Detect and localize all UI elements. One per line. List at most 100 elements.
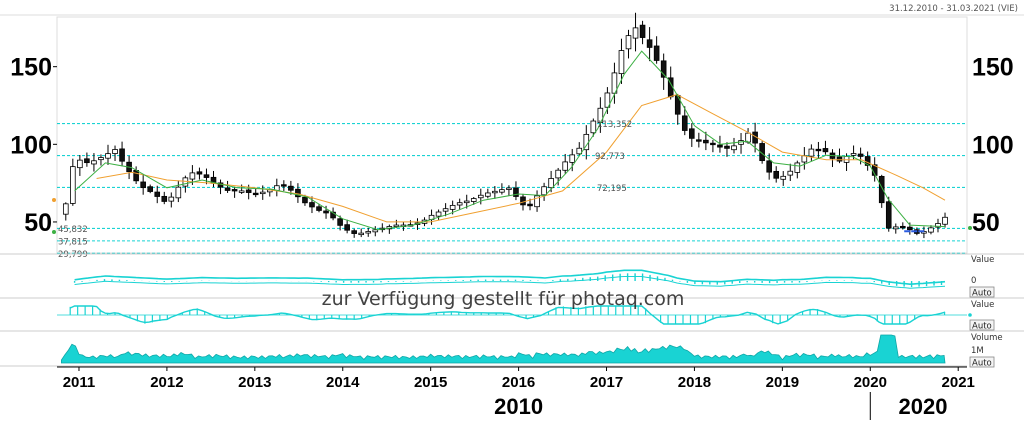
candle-body-62: [499, 189, 505, 193]
y-tick-left-50: 50: [24, 209, 52, 237]
candle-body-20: [203, 174, 210, 178]
candle-body-56: [456, 202, 463, 206]
volume-area: [61, 334, 946, 364]
candle-body-77: [604, 92, 611, 108]
candle-body-31: [281, 184, 287, 187]
candle-body-32: [288, 185, 294, 191]
candle-body-5: [98, 157, 104, 161]
osc-line: [69, 305, 946, 325]
candle-body-89: [689, 128, 695, 139]
candle-body-85: [660, 60, 667, 78]
candle-body-38: [330, 211, 336, 219]
candle-body-70: [555, 169, 561, 179]
candle-body-60: [485, 192, 491, 197]
candle-body-68: [541, 186, 547, 196]
candle-body-17: [182, 177, 189, 187]
candle-body-84: [653, 45, 660, 61]
volume-auto-label: Auto: [972, 359, 992, 369]
candle-body-35: [309, 202, 315, 208]
candle-body-66: [527, 203, 533, 207]
x-tick-2019: 2019: [766, 374, 799, 391]
candle-body-83: [646, 39, 653, 48]
candle-body-104: [794, 162, 801, 173]
candle-body-101: [773, 170, 780, 179]
y-axis-left: 50 100 150: [10, 54, 57, 237]
level-lines: [57, 123, 967, 254]
x-tick-2014: 2014: [326, 374, 360, 391]
candle-body-120: [907, 226, 913, 231]
candle-body-112: [850, 153, 857, 156]
x-axis: 2011 2012 2013 2014 2015 2016 2017 2018 2019 2020…: [57, 366, 975, 391]
candle-body-7: [112, 149, 118, 154]
macd-value-label: Value: [971, 255, 994, 265]
candle-body-24: [231, 189, 238, 192]
sma-short-line: [74, 50, 946, 231]
candle-body-124: [935, 223, 941, 228]
candle-body-123: [928, 227, 934, 233]
macd-signal-line: [74, 276, 946, 289]
candle-body-71: [562, 161, 568, 171]
level-label-1: 92,773: [595, 152, 625, 162]
candle-body-26: [245, 189, 252, 193]
candle-body-72: [569, 154, 576, 163]
price-panel: [56, 16, 968, 254]
candle-body-119: [900, 225, 906, 229]
candle-body-27: [252, 192, 259, 196]
y-tick-left-150: 150: [10, 54, 52, 82]
candle-body-36: [316, 206, 322, 211]
candle-body-88: [681, 115, 688, 131]
macd-auto-label: Auto: [972, 289, 992, 299]
candle-body-10: [133, 170, 139, 182]
macd-auto-button[interactable]: Auto: [969, 286, 995, 299]
candle-body-6: [105, 153, 111, 159]
candle-body-108: [822, 148, 829, 153]
volume-panel: [61, 334, 946, 364]
y-tick-right-100: 100: [972, 131, 1014, 159]
candle-body-4: [91, 160, 97, 165]
candle-body-39: [337, 218, 343, 226]
candle-body-37: [323, 210, 329, 214]
candle-body-59: [477, 194, 484, 199]
candle-body-41: [351, 230, 357, 234]
candle-body-110: [836, 156, 843, 162]
candle-body-69: [548, 178, 554, 189]
level-labels: 113,352 92,773 72,195 45,832 37,815 29,799: [58, 120, 632, 260]
candle-body-64: [513, 187, 519, 197]
date-range: 31.12.2010 - 31.03.2021 (VIE): [889, 4, 1018, 14]
candle-body-97: [745, 132, 751, 143]
y-tick-right-50: 50: [972, 209, 1000, 237]
osc-auto-button[interactable]: Auto: [969, 319, 995, 332]
oscillator-panel: [57, 305, 967, 325]
candle-body-91: [703, 139, 709, 144]
candle-body-80: [625, 35, 632, 50]
osc-auto-label: Auto: [972, 322, 992, 332]
candle-body-13: [154, 191, 161, 197]
candle-body-94: [724, 145, 730, 149]
volume-auto-button[interactable]: Auto: [969, 356, 995, 369]
x-tick-2013: 2013: [238, 374, 271, 391]
x-tick-2017: 2017: [590, 374, 623, 391]
candle-body-54: [442, 208, 449, 212]
candle-body-90: [696, 139, 702, 142]
candle-body-107: [815, 148, 822, 152]
candle-body-93: [717, 144, 723, 148]
candle-body-106: [808, 148, 815, 157]
candle-body-0: [62, 203, 69, 215]
right-marker-green: [968, 226, 972, 230]
candle-body-8: [119, 148, 125, 162]
candle-body-47: [393, 224, 400, 227]
candle-body-82: [639, 24, 646, 38]
x-tick-2012: 2012: [150, 374, 183, 391]
candle-body-19: [196, 171, 203, 175]
candle-body-92: [710, 142, 716, 146]
candle-body-102: [780, 175, 787, 180]
level-label-5: 29,799: [58, 250, 88, 260]
candle-body-81: [632, 27, 639, 39]
left-marker-orange: [52, 198, 56, 202]
candle-body-3: [84, 158, 90, 164]
candle-body-33: [295, 188, 301, 198]
candle-body-2: [77, 159, 83, 169]
volume-unit-label: 1M: [971, 346, 984, 356]
candle-body-44: [372, 229, 379, 233]
decade-label-2010: 2010: [494, 394, 543, 419]
